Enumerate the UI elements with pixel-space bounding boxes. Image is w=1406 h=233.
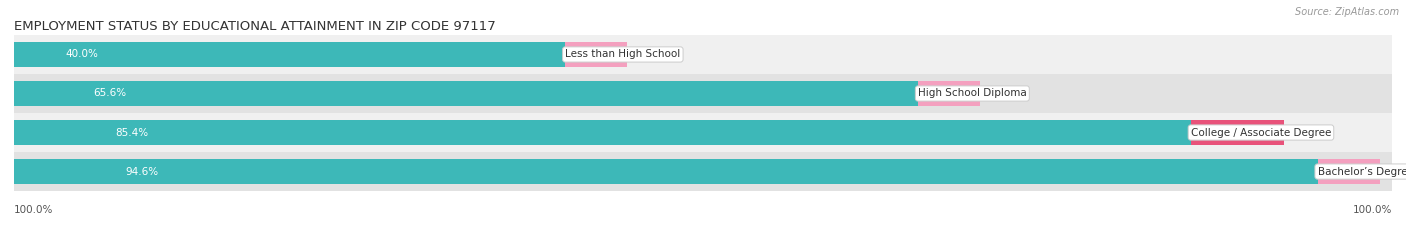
Bar: [14, 74, 1392, 113]
Text: 40.0%: 40.0%: [65, 49, 98, 59]
Bar: [565, 42, 627, 67]
Text: High School Diploma: High School Diploma: [918, 89, 1026, 99]
Text: 65.6%: 65.6%: [93, 89, 127, 99]
Text: 6.8%: 6.8%: [1305, 127, 1331, 137]
Bar: [918, 81, 980, 106]
Text: EMPLOYMENT STATUS BY EDUCATIONAL ATTAINMENT IN ZIP CODE 97117: EMPLOYMENT STATUS BY EDUCATIONAL ATTAINM…: [14, 21, 496, 33]
Bar: [14, 152, 1392, 191]
Text: College / Associate Degree: College / Associate Degree: [1191, 127, 1331, 137]
Text: Source: ZipAtlas.com: Source: ZipAtlas.com: [1295, 7, 1399, 17]
Text: Bachelor’s Degree or higher: Bachelor’s Degree or higher: [1317, 167, 1406, 177]
Bar: [14, 120, 1191, 145]
Bar: [1191, 120, 1285, 145]
Text: 0.0%: 0.0%: [1001, 89, 1026, 99]
Text: 94.6%: 94.6%: [125, 167, 159, 177]
Bar: [14, 81, 918, 106]
Text: 100.0%: 100.0%: [14, 205, 53, 215]
Text: 0.0%: 0.0%: [648, 49, 673, 59]
Text: Less than High School: Less than High School: [565, 49, 681, 59]
Bar: [1317, 159, 1379, 184]
Bar: [14, 35, 1392, 74]
Text: 0.0%: 0.0%: [1400, 167, 1406, 177]
Text: 85.4%: 85.4%: [115, 127, 148, 137]
Text: 100.0%: 100.0%: [1353, 205, 1392, 215]
Bar: [14, 42, 565, 67]
Bar: [14, 159, 1317, 184]
Bar: [14, 113, 1392, 152]
